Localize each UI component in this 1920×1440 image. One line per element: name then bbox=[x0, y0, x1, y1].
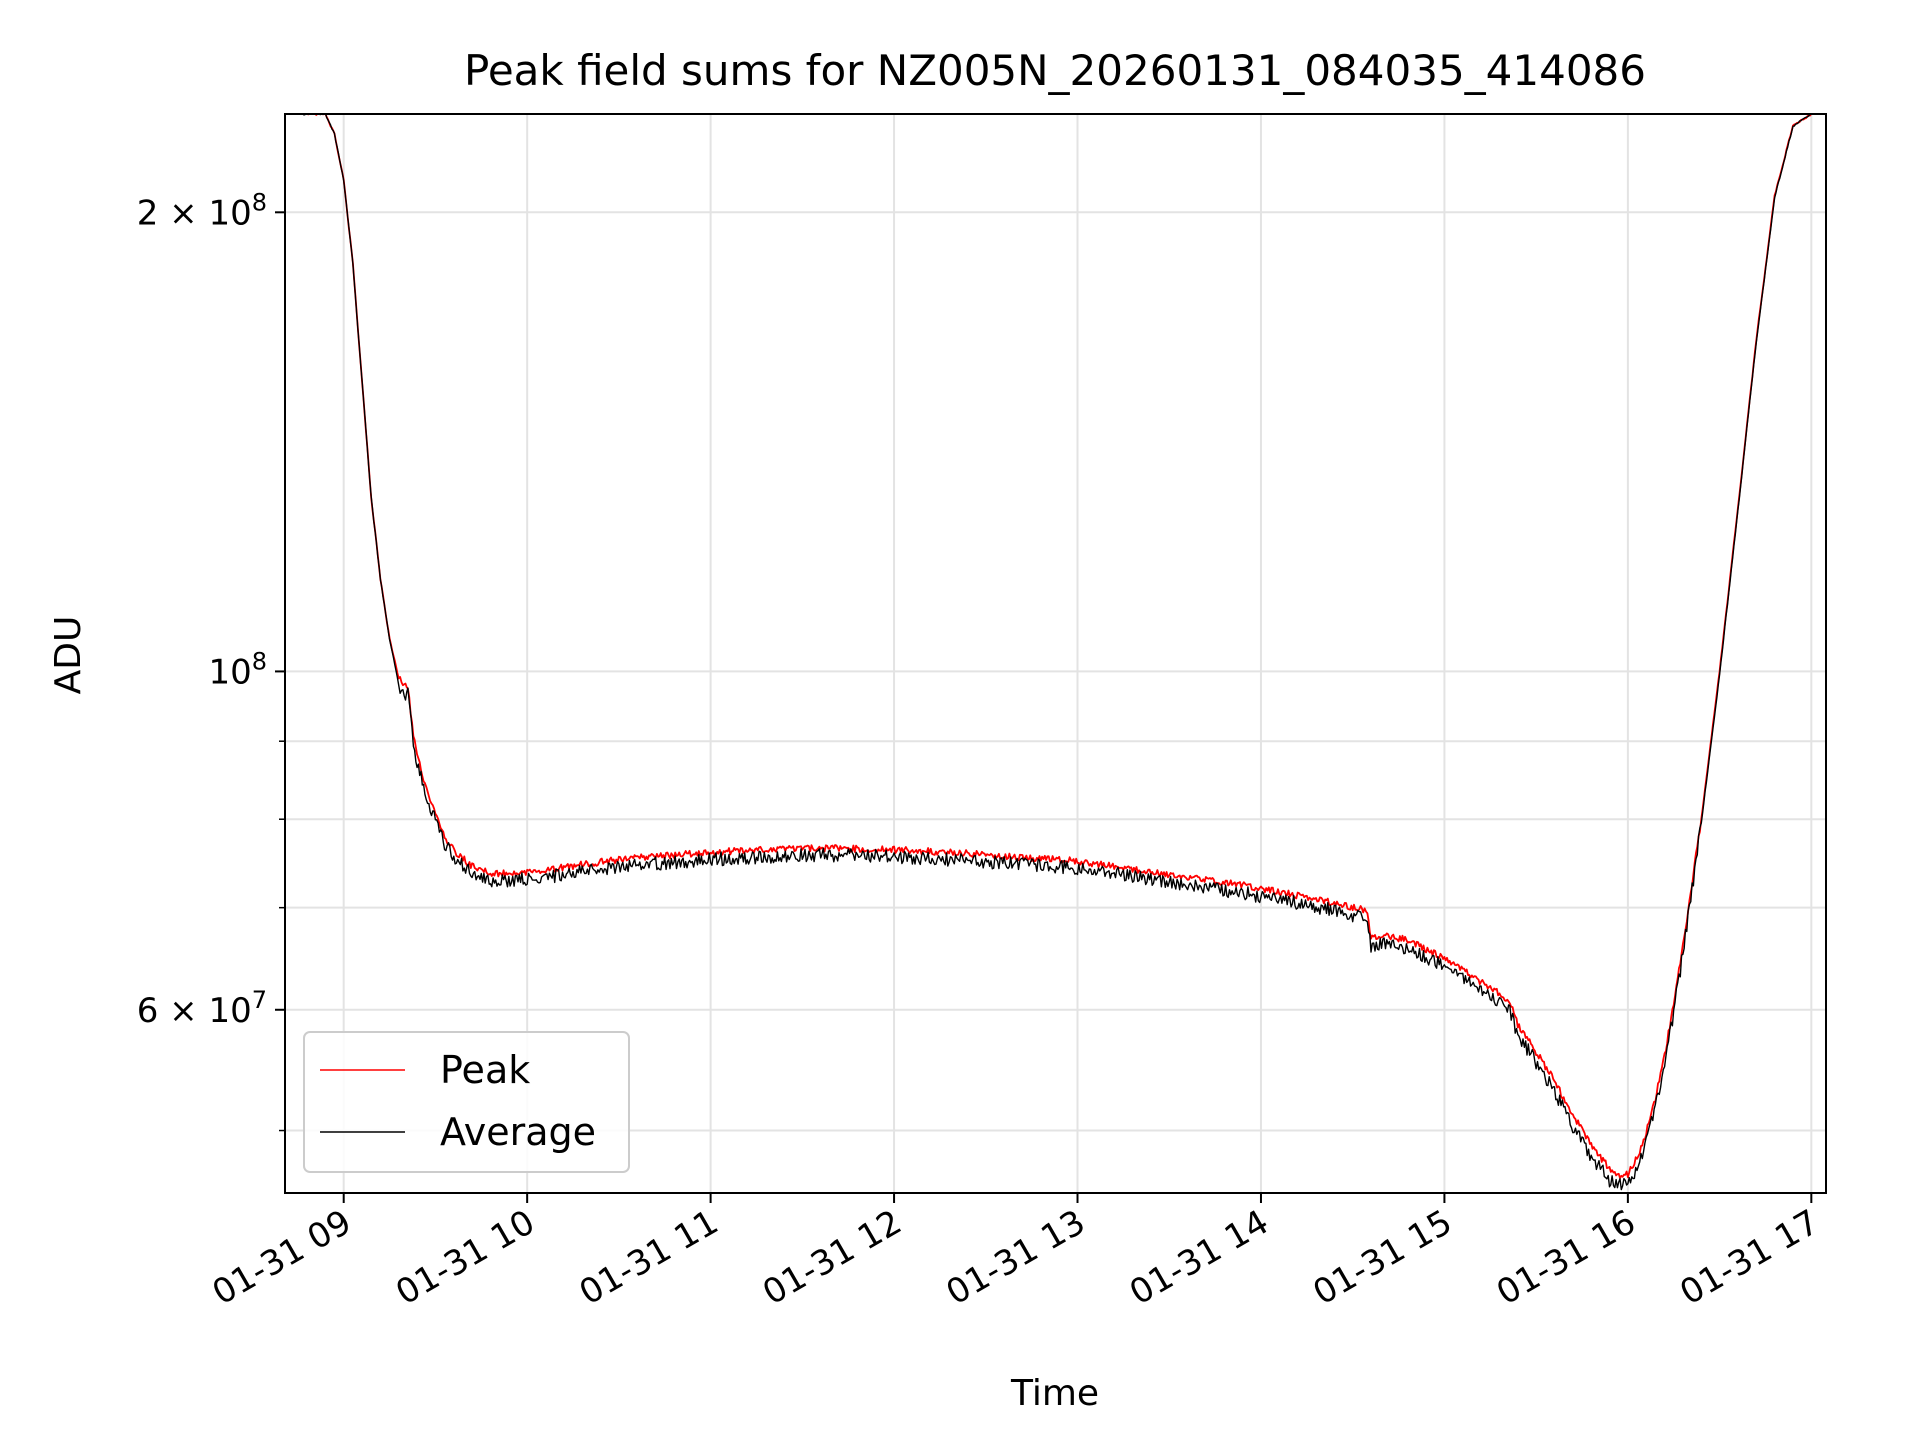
series-line-peak bbox=[302, 114, 1812, 1179]
x-axis-label: Time bbox=[1010, 1373, 1099, 1414]
grid bbox=[285, 114, 1826, 1193]
legend: Peak Average bbox=[303, 1031, 630, 1173]
series-line-average bbox=[303, 114, 1812, 1191]
y-tick-label: 6 × 107 bbox=[137, 986, 267, 1031]
y-axis-label: ADU bbox=[48, 616, 89, 695]
legend-label-average: Average bbox=[440, 1110, 596, 1154]
series-layer bbox=[302, 114, 1812, 1191]
chart-title: Peak field sums for NZ005N_20260131_0840… bbox=[464, 46, 1646, 95]
y-tick-label: 2 × 108 bbox=[137, 188, 267, 233]
plot-frame bbox=[284, 113, 1827, 1194]
legend-box bbox=[303, 1031, 630, 1173]
legend-label-peak: Peak bbox=[440, 1048, 530, 1092]
y-axis: 6 × 107 108 2 × 108 bbox=[137, 188, 285, 1132]
y-tick-label: 108 bbox=[208, 647, 267, 692]
